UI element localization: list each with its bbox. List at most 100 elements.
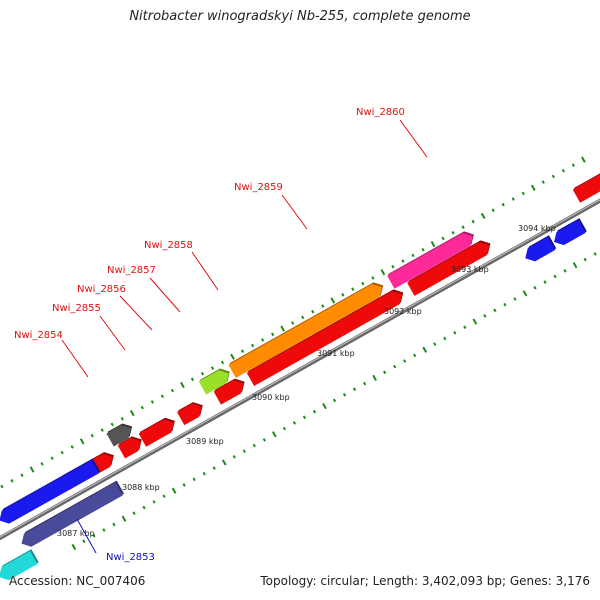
tick [180, 381, 185, 389]
tick [71, 543, 77, 551]
tick [60, 450, 64, 455]
tick [212, 466, 216, 470]
tick [252, 443, 256, 448]
gene-b1-body [525, 236, 556, 262]
gene-r6-body [246, 291, 403, 386]
tick [583, 257, 587, 262]
tick [401, 259, 405, 263]
tick [271, 332, 275, 337]
gene-nwi-2858-body [198, 370, 229, 395]
label-leaders [61, 119, 428, 554]
tick [262, 438, 266, 442]
tick [200, 371, 205, 376]
tick [140, 405, 144, 410]
kbp-label: 3092 kbp [384, 307, 422, 316]
tick [501, 202, 505, 207]
gene-r6 [246, 289, 404, 386]
tick [463, 325, 467, 329]
tick [40, 462, 44, 466]
tick [471, 219, 475, 224]
leader-line [99, 315, 126, 351]
gene-r5-body [213, 380, 244, 405]
tick [129, 410, 135, 417]
tick [503, 302, 507, 307]
tick [571, 163, 575, 168]
leader-line [61, 339, 89, 378]
tick [421, 247, 425, 252]
tick [79, 438, 85, 445]
tick [530, 184, 536, 191]
tick [301, 315, 305, 320]
tick [451, 231, 455, 235]
tick [413, 353, 417, 358]
tick [282, 426, 286, 431]
gene-b2-body [554, 219, 586, 246]
gene-label: Nwi_2856 [77, 284, 126, 295]
tick [480, 212, 486, 220]
backbone-highlight [0, 199, 600, 538]
tick [272, 431, 277, 438]
leader-line [76, 518, 97, 554]
tick [291, 321, 295, 325]
tick [541, 180, 545, 184]
gene-nwi-2853-body [21, 482, 123, 547]
tick [403, 359, 407, 363]
tick [371, 276, 375, 280]
tick [20, 473, 24, 477]
tick [232, 454, 236, 459]
tick [361, 281, 365, 286]
tick [342, 393, 347, 397]
tick [351, 287, 355, 291]
gene-r7-body [407, 242, 490, 296]
labels: 3087 kbp 3088 kbp 3089 kbp 3090 kbp 3091 kbp… [14, 107, 556, 563]
tick [221, 459, 227, 466]
tick [29, 466, 35, 473]
tick [250, 343, 255, 348]
tick [230, 353, 235, 360]
backbone-shadow [0, 198, 600, 541]
gene-cyan-body [0, 550, 38, 581]
tick [90, 433, 94, 438]
gene-label: Nwi_2853 [106, 552, 155, 563]
tick [372, 374, 377, 382]
tick [171, 487, 177, 494]
tick [162, 494, 166, 499]
tick [302, 415, 307, 420]
leader-line [399, 119, 428, 158]
tick [522, 290, 528, 297]
tick [330, 297, 336, 304]
gene-nwi-2859 [228, 282, 384, 378]
tick [322, 402, 327, 410]
tick [513, 297, 517, 301]
gene-r3-body [138, 419, 174, 447]
tick [10, 478, 14, 483]
kbp-label: 3088 kbp [122, 483, 160, 492]
tick [280, 325, 286, 332]
genome-backbone [0, 198, 600, 541]
kbp-label: 3094 kbp [518, 224, 556, 233]
gene-nwi-2853 [21, 480, 125, 547]
tick [441, 236, 445, 241]
tick [311, 309, 315, 314]
tick [380, 269, 386, 276]
tick [110, 422, 114, 427]
tick [100, 428, 104, 432]
tick [453, 331, 457, 335]
tick [112, 522, 116, 527]
kbp-label: 3091 kbp [317, 349, 355, 358]
accession-text: Accession: NC_007406 [9, 574, 146, 588]
tick [443, 336, 447, 341]
tick [242, 449, 246, 453]
tick [192, 477, 196, 482]
gene-label: Nwi_2858 [144, 240, 193, 251]
tick [292, 421, 297, 425]
tick [321, 304, 325, 308]
tick [572, 262, 578, 269]
tick [593, 252, 597, 256]
tick [220, 360, 225, 365]
tick [352, 387, 357, 391]
tick [102, 528, 106, 532]
tick [563, 269, 567, 273]
gene-label: Nwi_2860 [356, 107, 405, 118]
